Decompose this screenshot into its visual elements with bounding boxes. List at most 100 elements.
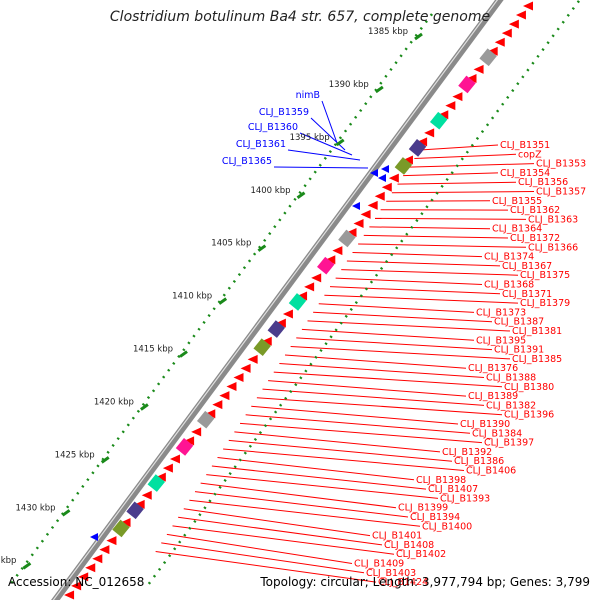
red-gene-label: CLJ_B1409 (354, 559, 404, 570)
cds-arrow (353, 218, 364, 228)
major-tick (140, 403, 149, 411)
inner-tick-track (146, 0, 582, 586)
cds-arrow (212, 400, 223, 410)
feature-block (288, 293, 307, 311)
red-leader-line (301, 328, 475, 341)
red-gene-label: CLJ_B1380 (504, 382, 554, 393)
major-tick (296, 191, 306, 199)
red-gene-label: CLJ_B1395 (476, 335, 526, 346)
cds-arrow (346, 228, 357, 238)
cds-arrow (360, 209, 371, 219)
cds-arrow (304, 282, 315, 292)
cds-arrow (219, 391, 230, 401)
red-leader-line (234, 431, 441, 453)
cds-arrow (388, 173, 399, 183)
red-gene-label: CLJ_B1372 (510, 233, 560, 244)
cds-arrow (325, 255, 336, 265)
red-leader-line (419, 144, 499, 151)
kbp-tick-label: 1405 kbp (211, 239, 251, 249)
cds-arrow (424, 128, 435, 138)
red-gene-label: CLJ_B1375 (520, 270, 570, 281)
cds-arrow (169, 454, 180, 464)
kbp-tick-label: 1435 kbp (0, 556, 16, 566)
feature-block (175, 438, 194, 456)
genome-title: Clostridium botulinum Ba4 str. 657, comp… (109, 9, 491, 25)
blue-feature-arrow (352, 202, 360, 210)
red-leader-line (408, 163, 535, 168)
feature-block (479, 48, 497, 67)
cds-arrow (85, 563, 96, 573)
feature-block (147, 474, 166, 492)
backbone-line (51, 0, 504, 600)
cds-arrow (311, 273, 322, 283)
feature-block (126, 501, 144, 520)
cds-arrow (261, 336, 272, 346)
cds-arrow (106, 536, 117, 546)
red-gene-label: CLJ_B1397 (484, 438, 534, 449)
cds-arrow (374, 191, 385, 201)
major-tick (257, 244, 267, 252)
red-gene-label: CLJ_B1392 (442, 447, 492, 458)
blue-leader-line (299, 132, 353, 156)
blue-gene-label: CLJ_B1361 (236, 139, 286, 150)
red-gene-label: CLJ_B1371 (502, 289, 552, 300)
kbp-tick-label: 1415 kbp (133, 345, 173, 355)
cds-arrow (64, 590, 75, 600)
red-leader-line (206, 474, 439, 499)
red-gene-label: copZ (518, 149, 542, 160)
red-leader-line (318, 303, 475, 313)
major-tick (100, 456, 110, 464)
red-leader-line (161, 542, 365, 574)
red-leader-line (245, 414, 471, 434)
kbp-tick-label: 1430 kbp (16, 503, 56, 513)
red-gene-label: CLJ_B1373 (476, 307, 526, 318)
blue-feature-arrow (90, 533, 98, 541)
red-gene-label: CLJ_B1363 (528, 214, 578, 225)
red-leader-line (397, 181, 517, 185)
red-gene-label: CLJ_B1355 (492, 196, 542, 207)
red-gene-label: CLJ_B1353 (536, 159, 586, 170)
feature-block (394, 157, 413, 175)
red-leader-line (239, 422, 483, 444)
cds-arrow (297, 291, 308, 301)
red-gene-label: CLJ_B1391 (494, 345, 544, 356)
cds-arrow (402, 155, 413, 165)
feature-block (429, 111, 448, 130)
cds-arrow (367, 200, 378, 210)
kbp-tick-label: 1425 kbp (55, 450, 95, 460)
blue-gene-label: CLJ_B1360 (248, 122, 298, 133)
red-leader-line (223, 448, 465, 471)
red-leader-line (217, 457, 415, 481)
red-gene-label: CLJ_B1357 (536, 187, 586, 198)
backbone-highlight (52, 0, 499, 600)
red-leader-line (166, 533, 353, 564)
red-gene-label: CLJ_B1390 (460, 419, 510, 430)
cds-arrow (233, 372, 244, 382)
blue-gene-label: nimB (296, 90, 320, 101)
red-leader-line (211, 465, 427, 490)
cds-arrow (141, 490, 152, 500)
major-tick (22, 562, 32, 570)
red-leader-line (200, 482, 397, 509)
red-gene-label: CLJ_B1364 (492, 224, 542, 235)
cds-arrow (240, 363, 251, 373)
cds-arrow (99, 545, 110, 555)
red-leader-line (228, 439, 453, 462)
major-tick (335, 138, 345, 147)
red-leader-line (358, 243, 527, 248)
kbp-tick-label: 1410 kbp (172, 292, 212, 302)
cds-arrow (466, 73, 477, 83)
kbp-tick-label: 1420 kbp (94, 397, 134, 407)
cds-arrow (494, 37, 505, 47)
cds-arrow (282, 309, 293, 319)
red-leader-line (341, 269, 519, 276)
blue-leader-line (287, 149, 361, 161)
kbp-tick-label: 1390 kbp (329, 80, 369, 90)
red-leader-line (296, 337, 493, 351)
red-leader-line (279, 363, 485, 378)
red-gene-label: CLJ_B1403 (366, 568, 416, 579)
accession-text: Accession: NC_012658 (8, 575, 145, 589)
red-gene-label: CLJ_B1424 (378, 577, 428, 588)
cds-arrow (78, 572, 89, 582)
red-leader-line (178, 516, 383, 546)
